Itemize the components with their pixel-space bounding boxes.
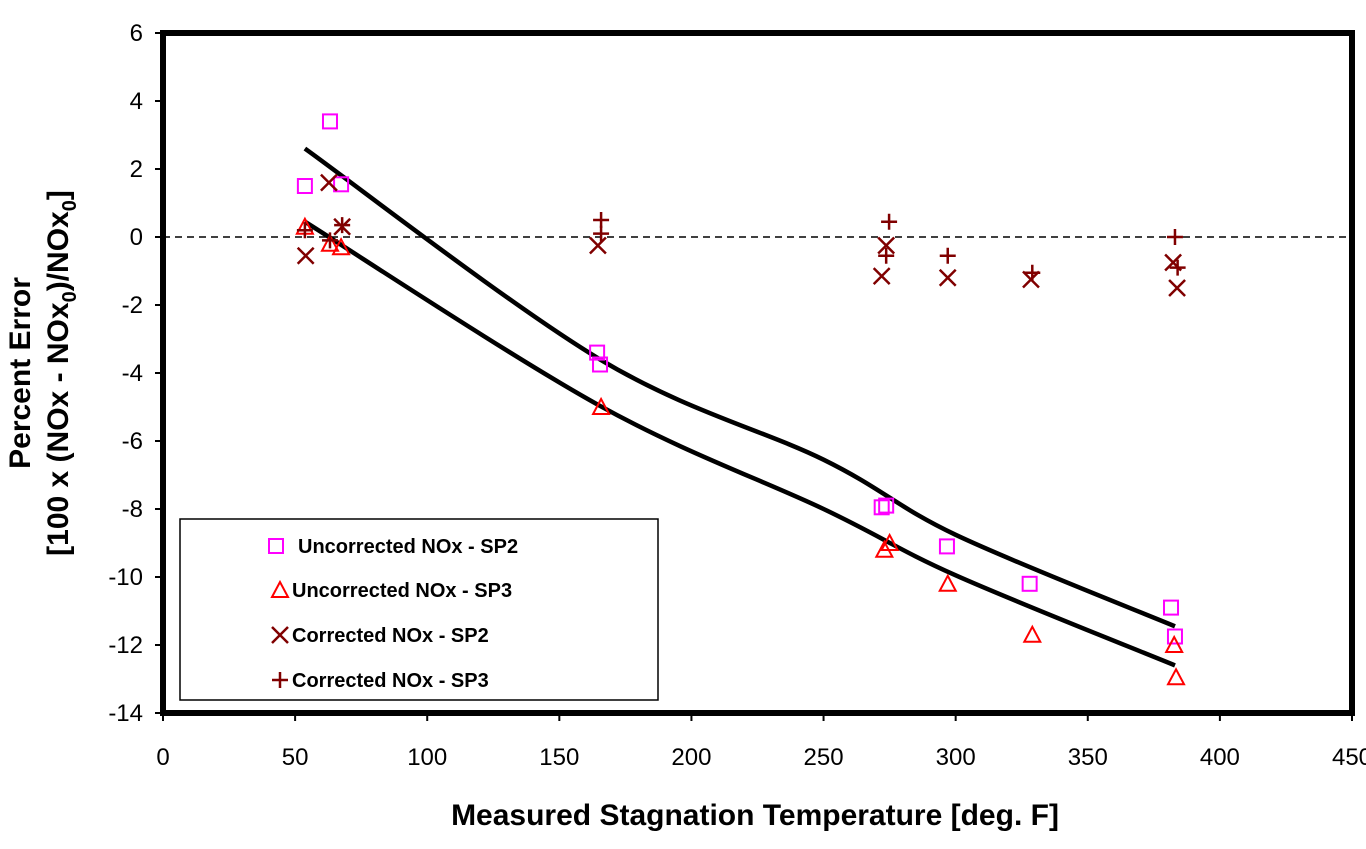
data-point-series-1 — [1022, 624, 1042, 643]
legend-marker-0 — [268, 538, 284, 554]
x-tick-label: 50 — [282, 744, 309, 771]
y-tick-label: -4 — [122, 360, 143, 387]
data-point-series-3 — [1169, 259, 1186, 276]
x-tick-label: 250 — [804, 744, 844, 771]
legend-label-3: Corrected NOx - SP3 — [292, 670, 489, 692]
x-tick-label: 150 — [539, 744, 579, 771]
data-point-series-2 — [938, 268, 957, 287]
legend-marker-2 — [271, 626, 289, 644]
data-point-series-3 — [334, 217, 351, 234]
y-tick-label: -10 — [108, 564, 143, 591]
data-point-series-3 — [881, 213, 898, 230]
y-tick-label: 2 — [130, 156, 143, 183]
plot-marks — [163, 113, 1352, 686]
trendline-1 — [303, 219, 1176, 668]
x-tick-label: 450 — [1332, 744, 1366, 771]
data-point-series-1 — [938, 573, 958, 592]
data-point-series-0 — [938, 538, 955, 555]
data-point-series-0 — [873, 499, 890, 516]
x-tick-label: 300 — [936, 744, 976, 771]
data-point-series-2 — [877, 236, 896, 255]
y-tick-label: -14 — [108, 700, 143, 727]
y-tick-label: 6 — [130, 20, 143, 47]
legend: Uncorrected NOx - SP2 Uncorrected NOx - … — [179, 518, 659, 701]
data-point-series-1 — [331, 237, 351, 256]
data-point-series-1 — [320, 233, 340, 252]
y-tick-label: 0 — [130, 224, 143, 251]
legend-marker-1 — [270, 579, 290, 598]
data-point-series-1 — [1164, 634, 1184, 653]
data-point-series-1 — [1166, 667, 1186, 686]
data-point-series-0 — [592, 356, 609, 373]
data-point-series-2 — [320, 173, 338, 192]
data-point-series-0 — [1021, 575, 1038, 592]
axis-ticks: 0 50 100 150 200 250 300 350 400 450 6 4 2 0 -2 -4 -6 -8 -… — [108, 20, 1366, 771]
y-tick-label: -6 — [122, 428, 143, 455]
x-tick-label: 100 — [407, 744, 447, 771]
data-point-series-0 — [296, 178, 313, 194]
data-point-series-3 — [1024, 264, 1041, 281]
data-point-series-2 — [296, 246, 315, 265]
x-tick-label: 200 — [671, 744, 711, 771]
data-point-series-3 — [593, 225, 610, 242]
y-tick-label: -12 — [108, 632, 143, 659]
x-tick-label: 400 — [1200, 744, 1240, 771]
data-point-series-3 — [296, 222, 313, 239]
data-point-series-3 — [321, 232, 338, 249]
data-point-series-0 — [321, 113, 338, 130]
data-point-series-1 — [591, 396, 611, 415]
trendline-0 — [303, 146, 1176, 629]
legend-label-2: Corrected NOx - SP2 — [292, 625, 489, 647]
legend-marker-3 — [272, 672, 288, 688]
data-point-series-0 — [1163, 599, 1180, 616]
y-tick-label: 4 — [130, 88, 143, 115]
data-point-series-1 — [879, 532, 900, 551]
y-axis-label-line1: Percent Error — [4, 277, 37, 469]
data-point-series-0 — [878, 497, 895, 514]
data-point-series-2 — [1022, 270, 1040, 289]
data-point-series-3 — [1166, 229, 1183, 245]
data-point-series-0 — [1166, 628, 1183, 645]
data-point-series-3 — [593, 212, 610, 228]
x-tick-label: 350 — [1068, 744, 1108, 771]
x-axis-label: Measured Stagnation Temperature [deg. F] — [451, 799, 1059, 832]
data-point-series-2 — [872, 267, 891, 285]
data-point-series-0 — [589, 344, 606, 361]
legend-label-0: Uncorrected NOx - SP2 — [298, 536, 518, 558]
data-point-series-2 — [589, 236, 607, 255]
y-tick-label: -2 — [122, 292, 143, 319]
y-tick-label: -8 — [122, 496, 143, 523]
x-tick-label: 0 — [156, 744, 169, 771]
data-point-series-3 — [878, 247, 895, 264]
legend-label-1: Uncorrected NOx - SP3 — [292, 580, 512, 602]
data-point-series-0 — [333, 176, 350, 193]
data-point-series-3 — [939, 247, 956, 264]
y-axis-label-line2: [100 x (NOx - NOx0)/NOx0] — [42, 190, 81, 556]
data-point-series-2 — [1168, 279, 1186, 297]
legend-box — [179, 518, 659, 701]
